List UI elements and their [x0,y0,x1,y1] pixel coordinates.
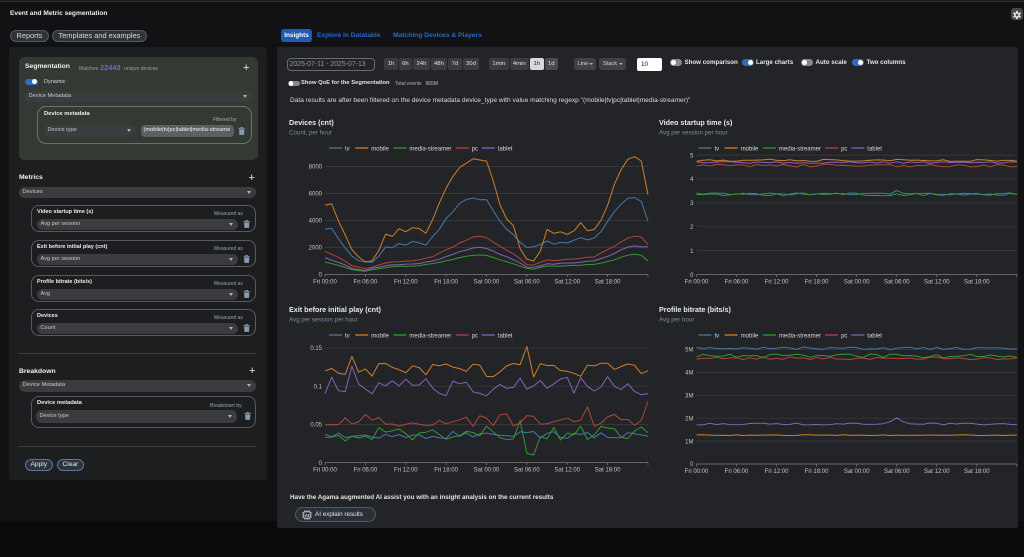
svg-text:Sat 12:00: Sat 12:00 [924,280,950,286]
svg-text:Fri 00:00: Fri 00:00 [313,468,337,474]
svg-text:2000: 2000 [309,246,323,252]
svg-text:Sat 06:00: Sat 06:00 [884,280,910,286]
svg-text:8000: 8000 [309,165,323,171]
svg-text:2: 2 [690,225,694,231]
svg-text:Fri 12:00: Fri 12:00 [394,468,418,474]
svg-text:5: 5 [690,153,694,159]
svg-text:pc: pc [472,146,478,152]
svg-text:4000: 4000 [309,219,323,225]
svg-text:0.1: 0.1 [314,384,323,390]
svg-text:Sat 00:00: Sat 00:00 [844,469,870,475]
svg-text:Sat 18:00: Sat 18:00 [595,279,621,285]
svg-text:mobile: mobile [371,146,389,152]
svg-text:5M: 5M [685,348,693,354]
svg-text:tv: tv [715,146,720,152]
svg-text:tablet: tablet [498,146,513,152]
svg-text:Profile bitrate (bits/s): Profile bitrate (bits/s) [659,305,731,314]
svg-text:media-streamer: media-streamer [779,333,821,339]
svg-text:Fri 06:00: Fri 06:00 [354,468,378,474]
svg-text:pc: pc [841,146,847,152]
svg-text:pc: pc [472,333,478,339]
svg-text:Sat 06:00: Sat 06:00 [884,469,910,475]
svg-text:3M: 3M [685,394,693,400]
svg-text:tv: tv [345,146,350,152]
svg-text:1: 1 [690,249,694,255]
svg-text:Fri 00:00: Fri 00:00 [313,279,337,285]
svg-text:tv: tv [715,333,720,339]
svg-text:6000: 6000 [309,192,323,198]
svg-text:Fri 18:00: Fri 18:00 [805,469,829,475]
svg-text:Avg per hour: Avg per hour [659,317,694,324]
svg-text:Fri 18:00: Fri 18:00 [434,468,458,474]
svg-text:AI: AI [305,513,310,518]
svg-text:mobile: mobile [741,146,759,152]
svg-text:media-streamer: media-streamer [409,146,451,152]
svg-text:Video startup time (s): Video startup time (s) [659,118,733,127]
svg-text:Sat 00:00: Sat 00:00 [474,468,500,474]
svg-text:Sat 18:00: Sat 18:00 [964,280,990,286]
svg-text:Fri 12:00: Fri 12:00 [394,279,418,285]
svg-text:Fri 06:00: Fri 06:00 [725,280,749,286]
svg-text:tablet: tablet [867,333,882,339]
svg-text:2M: 2M [685,416,693,422]
svg-text:mobile: mobile [741,333,759,339]
svg-text:Devices (cnt): Devices (cnt) [289,118,334,127]
svg-text:Fri 00:00: Fri 00:00 [685,280,709,286]
svg-text:4: 4 [690,177,694,183]
svg-text:Avg per session per hour: Avg per session per hour [289,317,358,324]
svg-text:0.05: 0.05 [310,423,322,429]
svg-text:Fri 06:00: Fri 06:00 [725,469,749,475]
svg-text:tv: tv [345,333,350,339]
svg-text:media-streamer: media-streamer [409,333,451,339]
svg-text:Sat 18:00: Sat 18:00 [964,469,990,475]
svg-text:Sat 06:00: Sat 06:00 [514,468,540,474]
svg-text:Fri 18:00: Fri 18:00 [434,279,458,285]
svg-text:3: 3 [690,201,694,207]
svg-text:tablet: tablet [498,333,513,339]
svg-text:Fri 06:00: Fri 06:00 [354,279,378,285]
svg-text:tablet: tablet [867,146,882,152]
svg-text:1M: 1M [685,439,693,445]
svg-text:Sat 06:00: Sat 06:00 [514,279,540,285]
svg-text:media-streamer: media-streamer [779,146,821,152]
svg-text:0: 0 [319,273,323,279]
svg-text:mobile: mobile [371,333,389,339]
svg-text:Sat 12:00: Sat 12:00 [554,468,580,474]
svg-text:Fri 12:00: Fri 12:00 [765,280,789,286]
svg-text:Sat 00:00: Sat 00:00 [844,280,870,286]
svg-text:Sat 18:00: Sat 18:00 [595,468,621,474]
svg-text:pc: pc [841,333,847,339]
svg-text:Avg per session per hour: Avg per session per hour [659,130,728,137]
svg-text:Sat 12:00: Sat 12:00 [924,469,950,475]
svg-text:0.15: 0.15 [310,346,322,352]
svg-text:0: 0 [690,273,694,279]
svg-text:4M: 4M [685,371,693,377]
svg-text:Fri 18:00: Fri 18:00 [805,280,829,286]
svg-text:Exit before initial play (cnt): Exit before initial play (cnt) [289,305,381,314]
svg-text:Sat 12:00: Sat 12:00 [554,279,580,285]
svg-text:Count, per hour: Count, per hour [289,130,332,137]
svg-text:Sat 00:00: Sat 00:00 [474,279,500,285]
svg-text:Fri 00:00: Fri 00:00 [685,469,709,475]
svg-text:0: 0 [690,462,694,468]
svg-text:Fri 12:00: Fri 12:00 [765,469,789,475]
svg-text:0: 0 [319,461,323,467]
